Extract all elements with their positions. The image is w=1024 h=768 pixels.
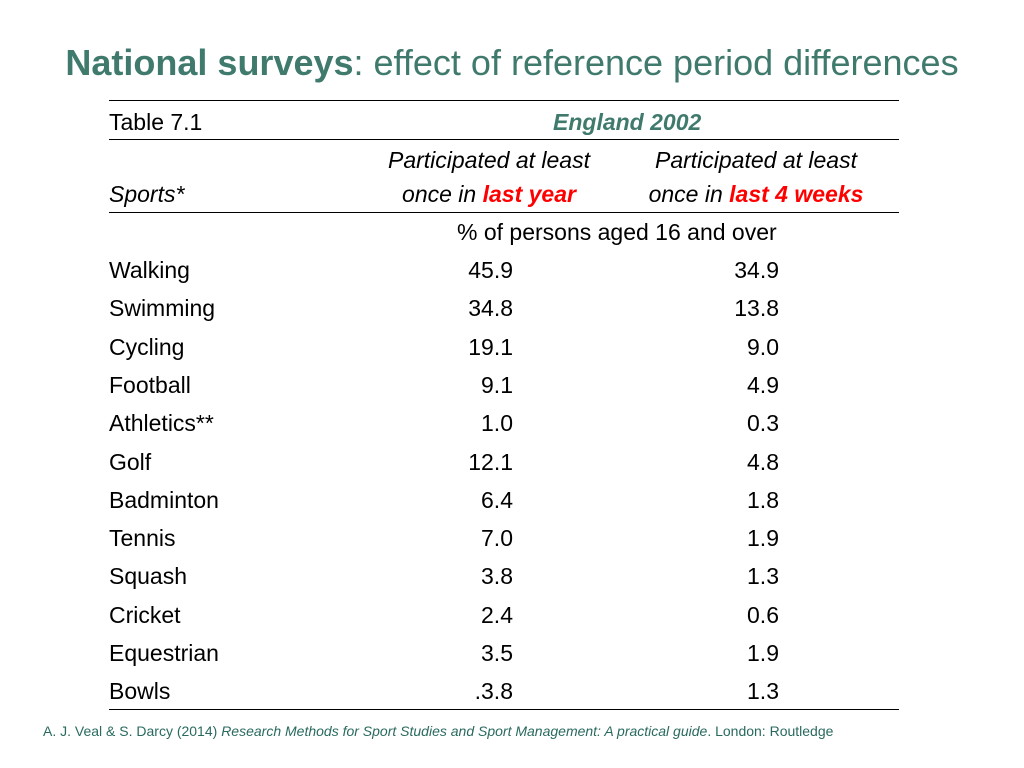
value-last-4-weeks: 1.9 [747,525,779,552]
sport-name: Badminton [109,486,219,513]
value-last-year: .3.8 [474,678,513,705]
sport-name: Bowls [109,678,171,705]
sport-name: Squash [109,563,188,590]
sport-name: Football [109,371,191,398]
col1-header-prefix: once in [402,181,483,207]
sport-name: Athletics** [109,410,214,437]
col2-header-line1: Participated at least [654,147,857,173]
value-last-year: 12.1 [468,448,513,475]
sport-name: Cricket [109,601,181,628]
col1-header-line1: Participated at least [387,147,590,173]
value-last-year: 6.4 [481,486,513,513]
value-last-year: 1.0 [481,410,513,437]
value-last-4-weeks: 1.3 [747,563,779,590]
value-last-year: 2.4 [481,601,513,628]
value-last-year: 9.1 [481,371,513,398]
title-bold: National surveys [65,42,354,83]
value-last-4-weeks: 4.9 [747,371,779,398]
table-top-rule [109,100,899,101]
value-last-4-weeks: 1.9 [747,640,779,666]
citation: A. J. Veal & S. Darcy (2014) Research Me… [43,723,833,739]
citation-authors: A. J. Veal & S. Darcy (2014) [43,723,222,739]
sport-name: Swimming [109,295,216,322]
value-last-4-weeks: 4.8 [747,448,779,475]
value-last-4-weeks: 1.8 [747,486,779,513]
col2-header-line2: once in last 4 weeks [631,179,881,209]
sport-name: Golf [109,448,152,475]
col1-header-highlight: last year [482,181,576,207]
value-last-year: 3.5 [481,640,513,666]
value-last-year: 7.0 [481,525,513,552]
table-region: England 2002 [553,109,702,135]
sport-name: Tennis [109,525,176,552]
sport-name: Equestrian [109,640,219,666]
value-last-year: 45.9 [468,257,513,283]
value-last-year: 34.8 [468,295,513,322]
value-last-4-weeks: 13.8 [734,295,779,322]
value-last-4-weeks: 34.9 [734,257,779,283]
sport-name: Cycling [109,333,185,360]
value-last-year: 3.8 [481,563,513,590]
col2-header-prefix: once in [648,181,730,207]
sport-name: Walking [109,257,190,283]
table-label: Table 7.1 [109,109,203,135]
table-bottom-rule [109,709,899,710]
title-rest: : effect of reference period differences [353,42,959,83]
slide-title: National surveys: effect of reference pe… [0,38,1024,88]
citation-publisher: . London: Routledge [707,723,834,739]
table-header-rule [109,212,899,213]
value-last-4-weeks: 1.3 [747,678,779,705]
value-last-year: 19.1 [468,333,513,360]
value-last-4-weeks: 9.0 [747,333,779,360]
citation-work: Research Methods for Sport Studies and S… [221,723,708,739]
table-region-rule [109,139,899,140]
value-last-4-weeks: 0.3 [747,410,779,437]
sports-header: Sports* [109,181,185,207]
col2-header-highlight: last 4 weeks [729,181,864,207]
value-last-4-weeks: 0.6 [747,601,779,628]
col1-header-line2: once in last year [364,179,614,209]
unit-label: % of persons aged 16 and over [457,219,777,245]
